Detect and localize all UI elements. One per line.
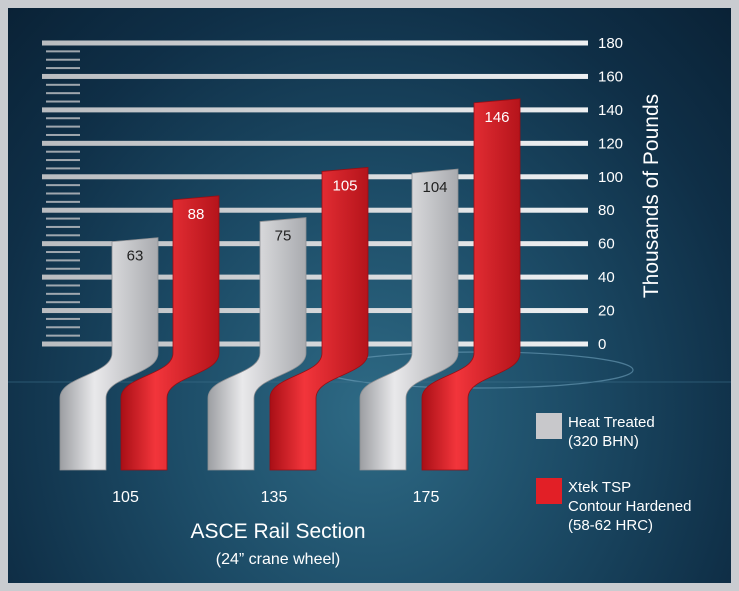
- bar: [59, 237, 159, 471]
- legend-swatch: [536, 413, 562, 439]
- minor-tick: [46, 92, 80, 95]
- data-label: 88: [188, 206, 205, 223]
- minor-tick: [46, 267, 80, 270]
- gridline: [42, 140, 588, 146]
- gridline: [42, 107, 588, 113]
- minor-tick: [46, 159, 80, 162]
- gridline: [42, 207, 588, 213]
- minor-tick: [46, 334, 80, 337]
- minor-tick: [46, 125, 80, 128]
- minor-tick: [46, 284, 80, 287]
- x-axis-subtitle: (24” crane wheel): [216, 551, 341, 568]
- minor-tick: [46, 67, 80, 70]
- y-tick-label: 40: [598, 269, 615, 286]
- minor-tick: [46, 326, 80, 329]
- bar: [120, 195, 220, 471]
- y-tick-label: 60: [598, 236, 615, 253]
- legend-label: (58-62 HRC): [568, 517, 653, 534]
- x-tick-label: 135: [261, 489, 288, 506]
- data-label: 75: [275, 228, 292, 245]
- minor-tick: [46, 200, 80, 203]
- data-label: 105: [332, 177, 357, 194]
- data-label: 104: [422, 179, 447, 196]
- minor-tick: [46, 83, 80, 86]
- y-tick-label: 0: [598, 336, 606, 353]
- minor-tick: [46, 50, 80, 53]
- minor-tick: [46, 301, 80, 304]
- y-tick-label: 120: [598, 135, 623, 152]
- gridline: [42, 73, 588, 79]
- minor-tick: [46, 150, 80, 153]
- chart-frame: 180 160 140 120 100 80 60 40 20 0 Thousands of Pou…: [8, 8, 731, 583]
- bar: [207, 217, 307, 471]
- data-label: 146: [484, 109, 509, 126]
- data-label: 63: [127, 248, 144, 265]
- y-tick-label: 140: [598, 102, 623, 119]
- gridline: [42, 274, 588, 280]
- minor-tick: [46, 58, 80, 61]
- bar: [359, 168, 459, 471]
- minor-tick: [46, 292, 80, 295]
- legend-label: Contour Hardened: [568, 498, 691, 515]
- x-axis-title: ASCE Rail Section: [190, 520, 365, 543]
- y-tick-label: 180: [598, 35, 623, 52]
- y-tick-label: 160: [598, 68, 623, 85]
- y-axis-title: Thousands of Pounds: [640, 94, 663, 298]
- minor-tick: [46, 167, 80, 170]
- minor-tick: [46, 234, 80, 237]
- minor-tick: [46, 192, 80, 195]
- x-tick-label: 105: [112, 489, 139, 506]
- bar-chart: 180 160 140 120 100 80 60 40 20 0 Thousands of Pou…: [8, 35, 731, 568]
- legend-label: Heat Treated: [568, 414, 655, 431]
- bar: [421, 98, 521, 471]
- legend-swatch: [536, 478, 562, 504]
- minor-tick: [46, 100, 80, 103]
- y-tick-label: 80: [598, 202, 615, 219]
- legend-label: Xtek TSP: [568, 479, 631, 496]
- minor-tick: [46, 259, 80, 262]
- x-tick-label: 175: [413, 489, 440, 506]
- minor-tick: [46, 251, 80, 254]
- legend-label: (320 BHN): [568, 433, 639, 450]
- minor-tick: [46, 217, 80, 220]
- bar: [269, 166, 369, 471]
- gridline: [42, 174, 588, 180]
- gridline: [42, 241, 588, 247]
- minor-tick: [46, 184, 80, 187]
- gridline: [42, 40, 588, 46]
- y-tick-label: 100: [598, 169, 623, 186]
- y-tick-label: 20: [598, 303, 615, 320]
- minor-tick: [46, 225, 80, 228]
- minor-tick: [46, 133, 80, 136]
- gridline: [42, 341, 588, 347]
- minor-tick: [46, 317, 80, 320]
- gridline: [42, 308, 588, 314]
- minor-tick: [46, 117, 80, 120]
